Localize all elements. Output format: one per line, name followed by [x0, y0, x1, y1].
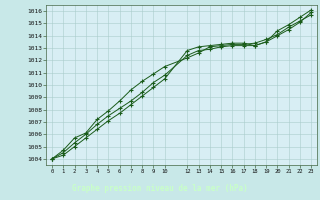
Text: Graphe pression niveau de la mer (hPa): Graphe pression niveau de la mer (hPa) [72, 184, 248, 193]
